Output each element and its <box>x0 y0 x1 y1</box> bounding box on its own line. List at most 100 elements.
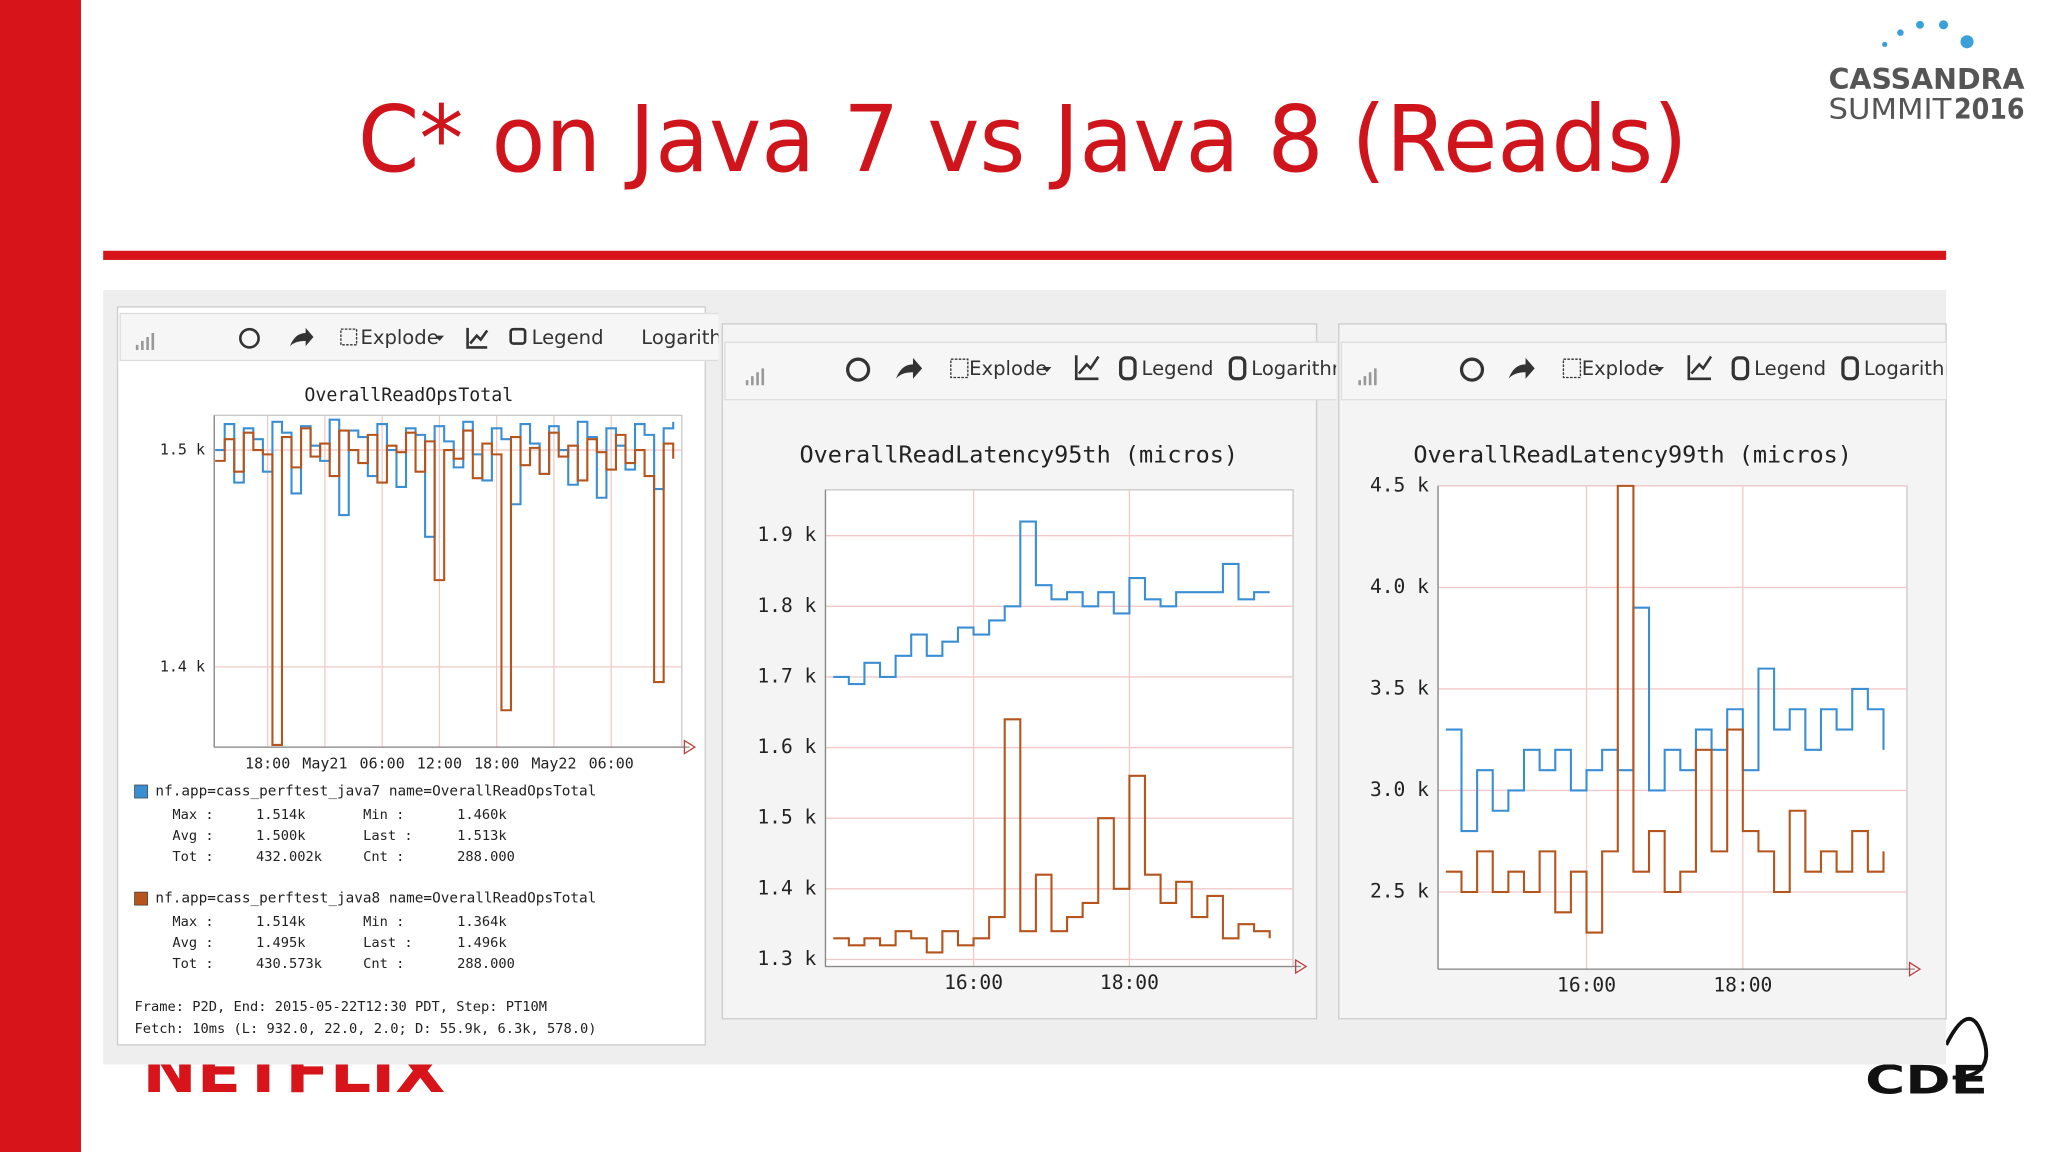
toggle[interactable] <box>1119 356 1137 381</box>
series-line <box>833 718 1271 954</box>
y-tick-label: 1.5 k <box>757 806 816 829</box>
chart-icon[interactable] <box>1074 355 1100 381</box>
share-icon[interactable] <box>289 327 314 347</box>
chart-icon[interactable] <box>466 327 489 349</box>
y-tick-label: 1.7 k <box>757 664 816 687</box>
axis-arrow <box>683 739 697 755</box>
side-bar <box>0 0 81 1152</box>
chart-title: OverallReadOpsTotal <box>304 385 513 406</box>
logo-dot <box>1897 29 1904 36</box>
legend-stat: Min : <box>363 807 404 823</box>
y-tick-label: 3.5 k <box>1370 676 1429 699</box>
legend-stat: Max : <box>172 914 213 930</box>
slide-title: C* on Java 7 vs Java 8 (Reads) <box>358 86 1688 193</box>
logo-dot <box>1916 20 1924 29</box>
y-tick-label: 1.3 k <box>757 947 816 970</box>
title-rule <box>103 250 1947 260</box>
logo-text: SUMMIT <box>1829 92 1952 126</box>
x-tick-label: 06:00 <box>589 755 634 773</box>
logo-text: CASSANDRA <box>1829 62 2026 96</box>
toolbar-bg <box>119 312 719 362</box>
legend-swatch <box>134 784 148 799</box>
cde-logo: CDE <box>1865 1058 1988 1103</box>
toggle[interactable] <box>1731 356 1750 381</box>
x-tick-label: May21 <box>302 755 347 773</box>
legend-label: nf.app=cass_perftest_java8 name=OverallR… <box>155 891 596 907</box>
y-tick-label: 3.0 k <box>1370 778 1429 801</box>
share-icon[interactable] <box>1508 357 1535 379</box>
legend-stat: 430.573k <box>256 956 323 972</box>
series-line <box>833 520 1270 686</box>
legend-stat: Tot : <box>172 849 213 865</box>
y-tick-label: 1.9 k <box>757 523 816 546</box>
x-tick-label: 06:00 <box>360 755 405 773</box>
legend-stat: 1.364k <box>457 914 507 930</box>
toolbar: Explode Legend Logarithmic <box>724 341 1367 401</box>
chart-title: OverallReadLatency99th (micros) <box>1413 440 1852 468</box>
y-tick-label: 1.8 k <box>757 594 816 617</box>
legend-stat: 288.000 <box>457 956 515 972</box>
share-icon[interactable] <box>896 357 923 379</box>
legend-stat: 1.495k <box>256 935 306 951</box>
cloud-icon <box>1944 1016 1989 1080</box>
x-tick-label: 18:00 <box>1100 971 1159 994</box>
x-tick-label: 16:00 <box>1557 974 1616 997</box>
legend-swatch <box>134 891 148 906</box>
checkbox[interactable] <box>509 327 527 345</box>
legend-stat: Cnt : <box>363 956 404 972</box>
grid-icon[interactable] <box>340 328 358 346</box>
toolbar-bg <box>724 341 1337 401</box>
grid-icon[interactable] <box>1562 358 1582 379</box>
toolbar-button[interactable]: Logarithmic <box>1864 357 1980 380</box>
y-tick-label: 1.4 k <box>160 657 205 675</box>
legend-label: nf.app=cass_perftest_java7 name=OverallR… <box>155 784 596 800</box>
refresh-icon[interactable] <box>239 327 260 349</box>
y-tick-label: 1.6 k <box>757 735 816 758</box>
y-tick-label: 1.4 k <box>757 876 816 899</box>
legend-stat: 1.500k <box>256 828 306 844</box>
bars-icon <box>745 368 765 386</box>
toggle[interactable] <box>1228 356 1247 381</box>
logo-dot <box>1960 35 1974 49</box>
legend-stat: 432.002k <box>256 849 323 865</box>
legend-stat: 1.514k <box>256 914 306 930</box>
toolbar-button[interactable]: Legend <box>532 326 604 349</box>
legend-stat: Min : <box>363 914 404 930</box>
chart: OverallReadOpsTotal 1.4 k 1.5 k 18:00 May21 0… <box>134 385 697 1037</box>
dropdown-caret <box>1042 367 1052 373</box>
chart-icon[interactable] <box>1687 355 1713 381</box>
x-tick-label: 12:00 <box>417 755 462 773</box>
chart: OverallReadLatency95th (micros) 1.3 k 1.4 … <box>757 440 1308 994</box>
legend-stat: 1.460k <box>457 807 507 823</box>
toolbar-button[interactable]: Logarithmic <box>641 326 757 349</box>
toggle[interactable] <box>1841 356 1859 381</box>
toolbar-button[interactable]: Legend <box>1754 357 1826 380</box>
plot-area <box>824 489 1294 968</box>
legend-stat: Avg : <box>172 935 213 951</box>
refresh-icon[interactable] <box>846 357 871 382</box>
y-tick-label: 4.0 k <box>1370 575 1429 598</box>
bars-icon <box>1358 368 1377 386</box>
toolbar-button[interactable]: Explode <box>360 326 438 349</box>
toolbar-button[interactable]: Legend <box>1142 357 1214 380</box>
legend-stat: 288.000 <box>457 849 515 865</box>
toolbar-button[interactable]: Explode <box>969 357 1047 380</box>
y-tick-label: 4.5 k <box>1370 473 1429 496</box>
toolbar-button[interactable]: Logarithmic <box>1251 357 1367 380</box>
legend-stat: Tot : <box>172 956 213 972</box>
legend-stat: 1.513k <box>457 828 507 844</box>
axis-arrow <box>1295 958 1308 975</box>
dropdown-caret <box>1654 367 1664 373</box>
toolbar-button[interactable]: Explode <box>1582 357 1660 380</box>
legend-stat: 1.514k <box>256 807 306 823</box>
grid-icon[interactable] <box>950 358 969 379</box>
bars-icon <box>135 333 155 351</box>
dropdown-caret <box>434 335 445 341</box>
axis-arrow <box>1908 961 1922 977</box>
y-tick-label: 1.5 k <box>160 441 205 459</box>
x-tick-label: 18:00 <box>474 755 519 773</box>
frame-info: Frame: P2D, End: 2015-05-22T12:30 PDT, S… <box>135 999 548 1015</box>
refresh-icon[interactable] <box>1459 357 1485 382</box>
